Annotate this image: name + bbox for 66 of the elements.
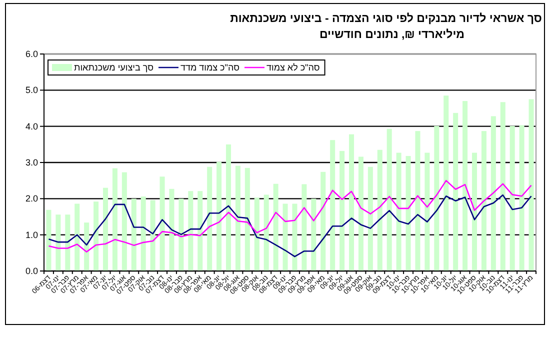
- bar: [178, 198, 184, 271]
- bar: [122, 172, 127, 271]
- legend-label: סה"כ לא צמוד: [266, 62, 320, 72]
- bar: [481, 131, 486, 271]
- line-series: [48, 180, 532, 252]
- bar: [500, 102, 506, 271]
- y-tick-label: 3.0: [25, 158, 38, 168]
- bar: [150, 200, 156, 271]
- bar: [519, 125, 524, 271]
- bar: [160, 176, 165, 271]
- bar: [358, 156, 364, 271]
- bar: [198, 191, 203, 271]
- bar: [330, 140, 336, 271]
- bar: [244, 168, 250, 271]
- bar: [368, 166, 373, 271]
- y-tick-label: 1.0: [25, 230, 38, 240]
- bar: [74, 204, 80, 271]
- bar: [188, 191, 194, 271]
- chart-title: סך אשראי לדיור מבנקים לפי סוגי הצמדה - ביצועי משכנתאות: [230, 12, 542, 25]
- bar: [264, 194, 269, 271]
- y-tick-label: 2.0: [25, 194, 38, 204]
- bar: [131, 198, 136, 271]
- bar: [84, 222, 90, 271]
- bar: [282, 204, 288, 271]
- line-series: [48, 194, 532, 258]
- bar: [406, 156, 411, 271]
- bar: [490, 116, 496, 271]
- bar: [444, 96, 449, 271]
- y-tick-label: 6.0: [25, 49, 38, 59]
- bar: [112, 168, 118, 271]
- bar: [415, 131, 420, 271]
- bar: [311, 198, 316, 271]
- bar: [140, 196, 146, 271]
- bar: [226, 144, 232, 271]
- bar: [292, 204, 298, 271]
- bar: [453, 112, 458, 271]
- bar: [46, 210, 52, 271]
- bar: [302, 184, 307, 271]
- bar: [102, 188, 108, 271]
- bar: [65, 214, 70, 271]
- bar: [273, 184, 278, 271]
- bar: [56, 214, 61, 271]
- bar: [377, 150, 382, 271]
- bar: [462, 101, 468, 271]
- chart-subtitle: מיליארדי ₪, נתונים חודשיים: [319, 28, 465, 41]
- bar: [510, 126, 515, 271]
- bar: [528, 99, 534, 271]
- bar: [472, 152, 478, 271]
- bar: [207, 166, 212, 271]
- y-tick-label: 0.0: [25, 266, 38, 276]
- bar: [396, 152, 402, 271]
- y-tick-label: 4.0: [25, 121, 38, 132]
- bar: [340, 150, 345, 271]
- legend-label: סה"כ צמוד מדד: [180, 62, 240, 72]
- bar: [424, 152, 430, 271]
- bar: [169, 188, 174, 271]
- bar: [216, 162, 222, 271]
- legend-label: סך ביצועי משכנתאות: [74, 62, 154, 72]
- y-tick-label: 5.0: [25, 85, 38, 96]
- bar: [386, 128, 392, 271]
- bar: [320, 172, 326, 271]
- bar: [235, 166, 240, 271]
- bar: [94, 202, 99, 271]
- bar: [434, 126, 440, 271]
- bar: [254, 198, 260, 271]
- bar: [348, 134, 354, 271]
